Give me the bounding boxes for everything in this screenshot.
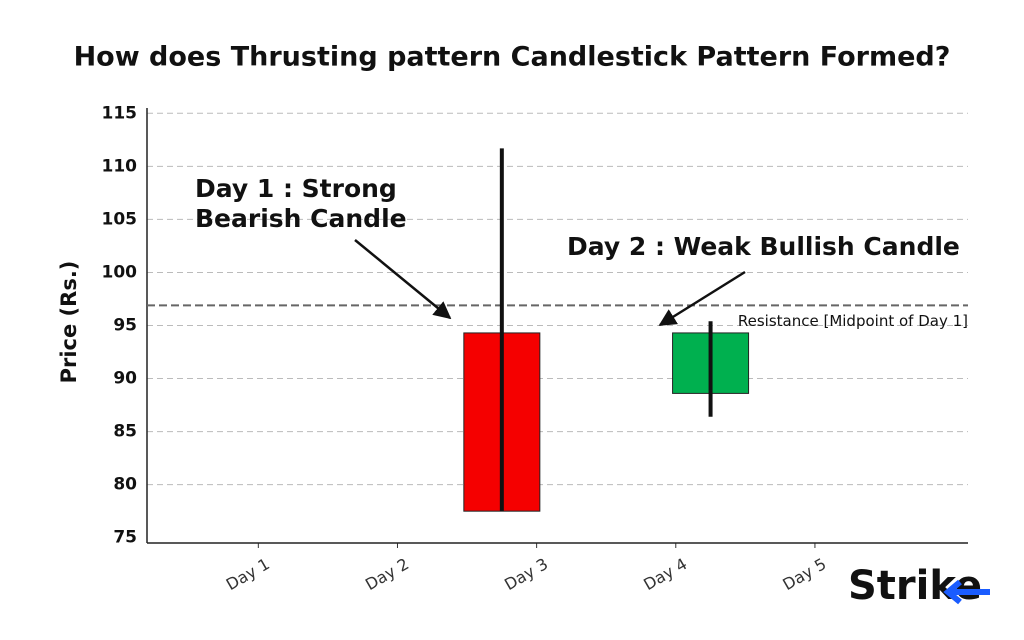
brand-arrow — [943, 579, 990, 605]
y-axis-label: Price (Rs.) — [57, 261, 81, 384]
y-tick-label: 95 — [113, 316, 137, 336]
y-tick-label: 100 — [102, 262, 138, 282]
y-tick-label: 115 — [102, 103, 138, 123]
x-tick-label: Day 1 — [223, 554, 273, 594]
y-tick-label: 85 — [113, 422, 137, 442]
brand-logo: Strike — [848, 563, 990, 609]
x-tick-label: Day 3 — [501, 554, 551, 594]
x-tick-label: Day 4 — [640, 554, 690, 594]
annotation-text: Day 2 : Weak Bullish Candle — [567, 232, 960, 261]
annotation-arrow — [658, 270, 746, 327]
y-tick-label: 110 — [102, 156, 138, 176]
resistance-label: Resistance [Midpoint of Day 1] — [738, 312, 968, 330]
y-tick-label: 80 — [113, 475, 137, 495]
chart-title: How does Thrusting pattern Candlestick P… — [74, 42, 951, 73]
annotation-text: Day 1 : Strong — [195, 174, 397, 203]
x-tick-label: Day 5 — [779, 554, 829, 594]
y-tick-label: 90 — [113, 369, 137, 389]
y-tick-label: 105 — [102, 209, 138, 229]
annotation-text: Bearish Candle — [195, 204, 407, 233]
y-tick-label: 75 — [113, 528, 137, 548]
annotation-arrow — [354, 239, 452, 320]
brand-text: Strike — [848, 563, 982, 609]
x-tick-label: Day 2 — [362, 554, 412, 594]
